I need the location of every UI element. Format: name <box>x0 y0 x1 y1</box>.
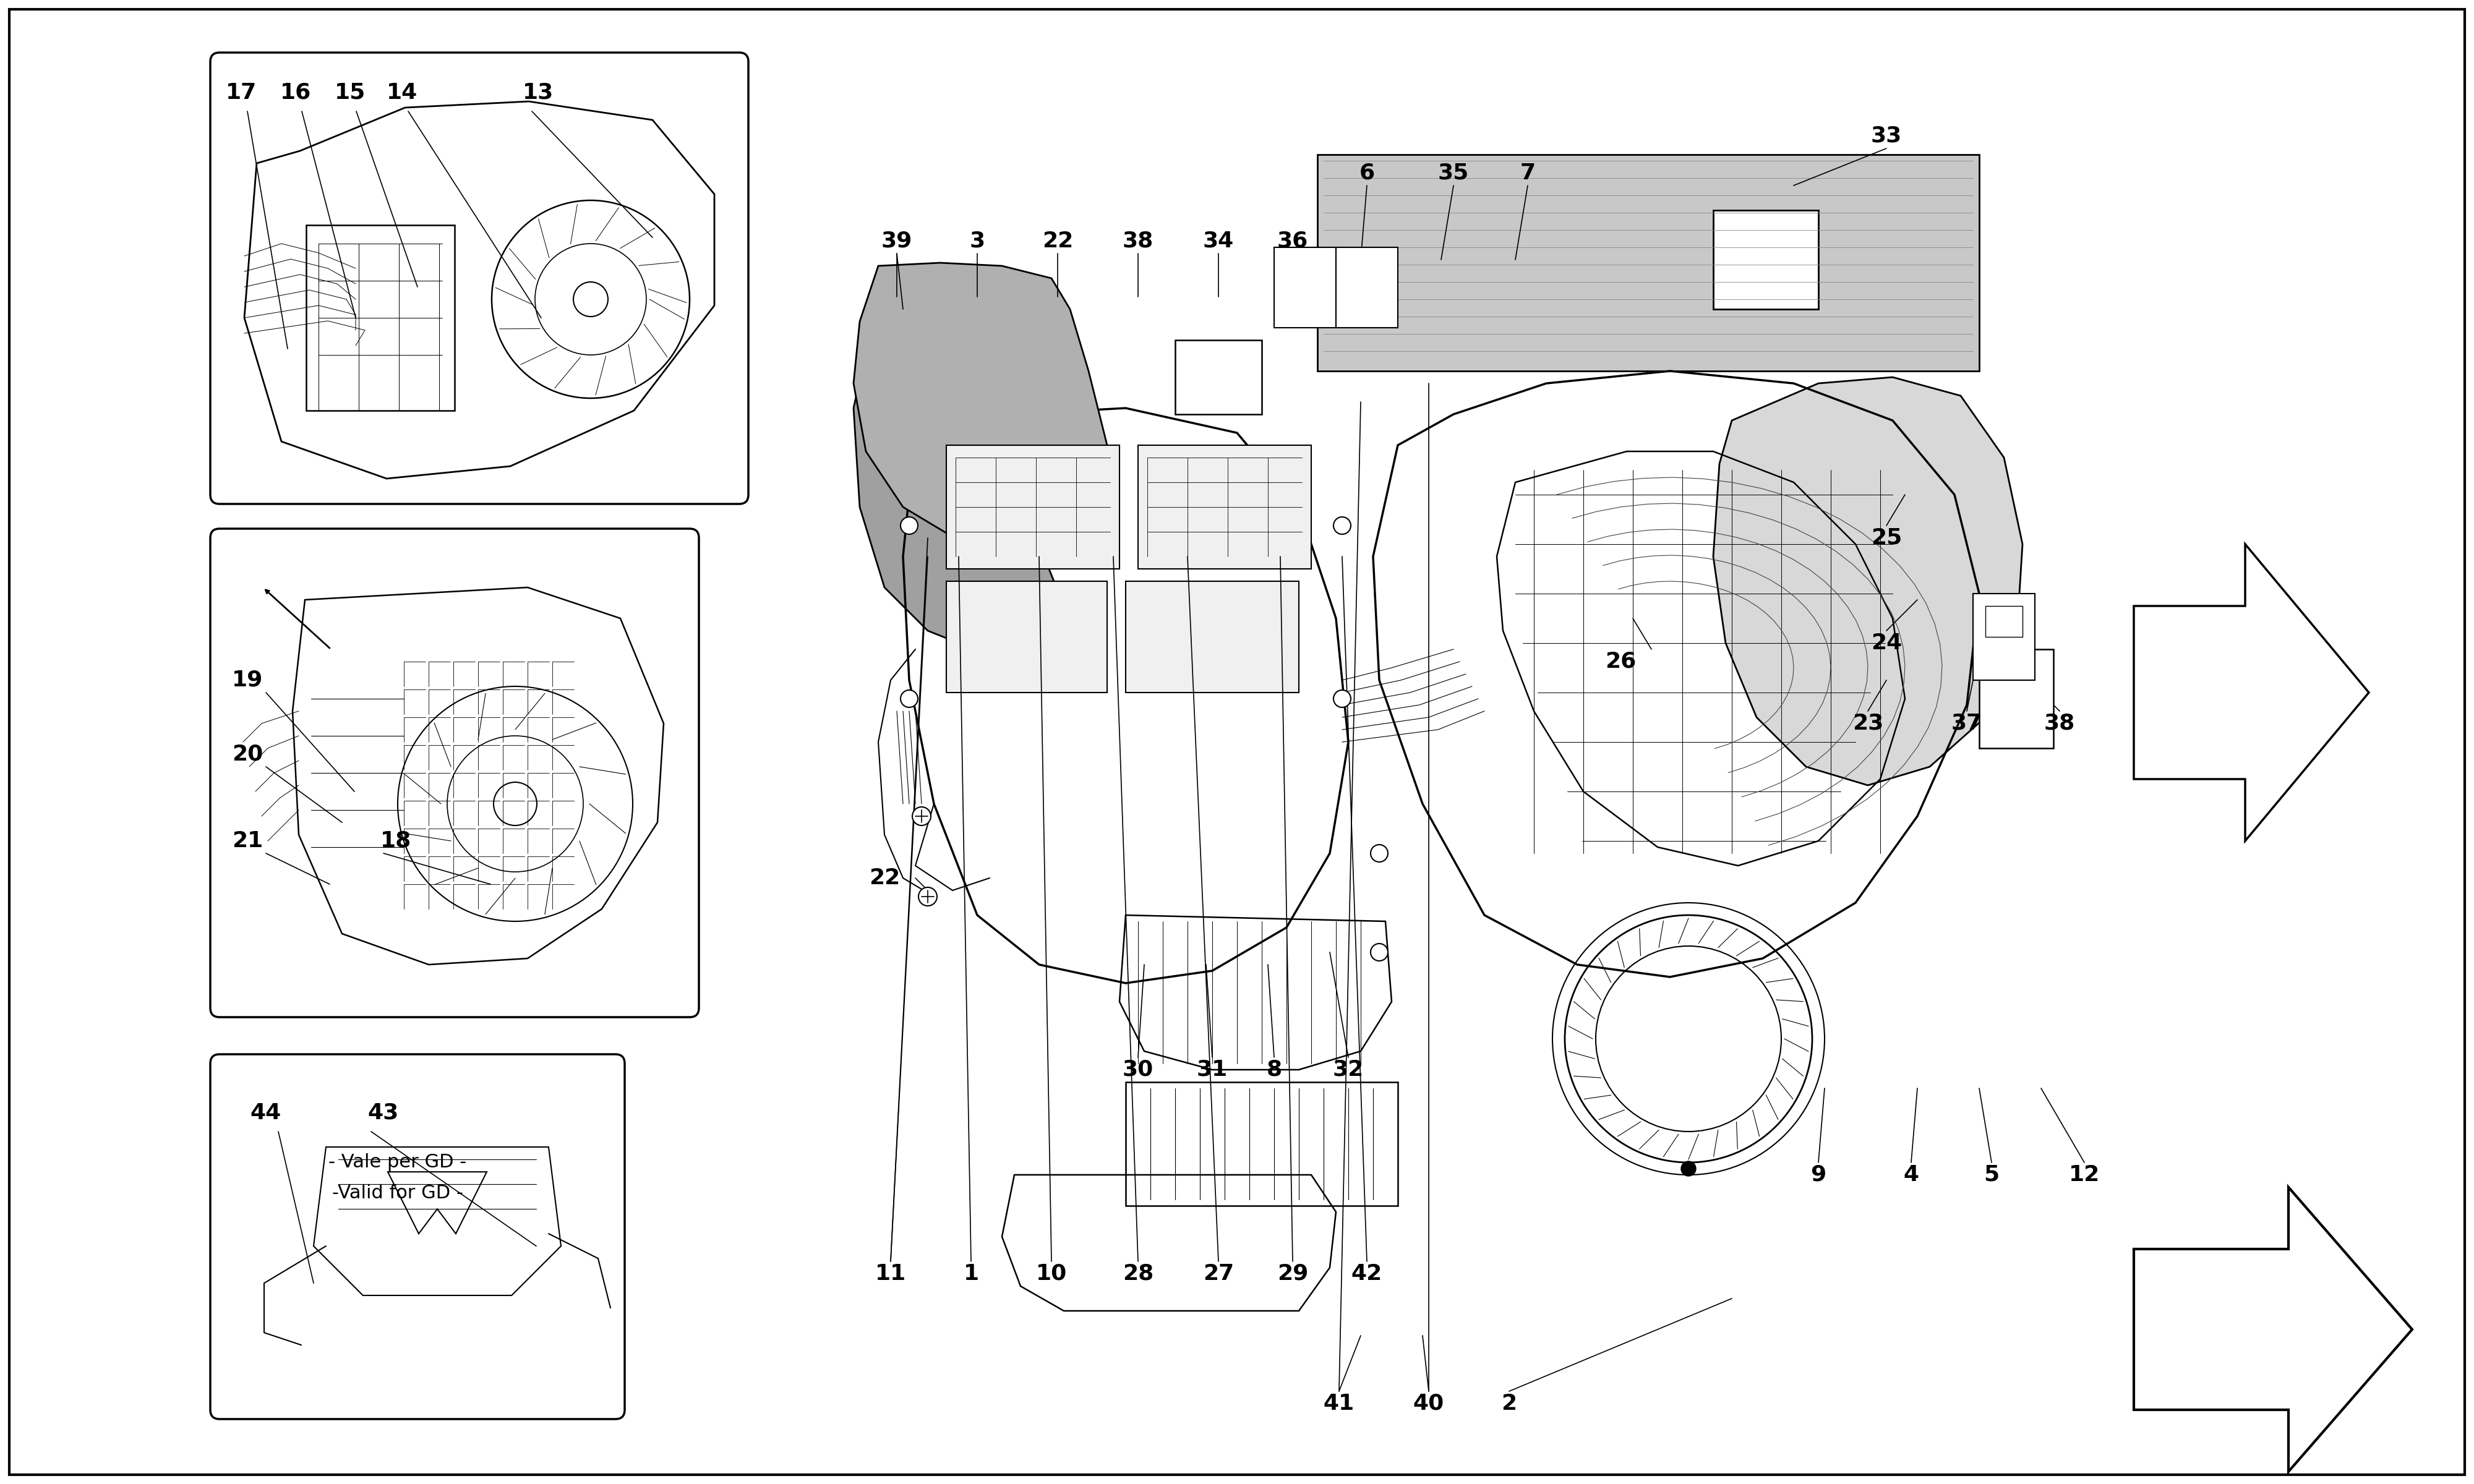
Text: 10: 10 <box>1037 1263 1066 1284</box>
Bar <box>1979 650 2053 748</box>
Text: 44: 44 <box>250 1103 282 1123</box>
Text: 42: 42 <box>1351 1263 1383 1284</box>
Text: 1: 1 <box>962 1263 980 1284</box>
Text: 8: 8 <box>1267 1060 1282 1080</box>
Bar <box>1712 211 1818 309</box>
Text: 15: 15 <box>334 82 366 104</box>
Text: 28: 28 <box>1123 1263 1153 1284</box>
Text: 12: 12 <box>2068 1165 2100 1186</box>
Text: 22: 22 <box>868 868 901 889</box>
Circle shape <box>1333 690 1351 708</box>
Text: 22: 22 <box>1042 230 1074 252</box>
Text: 36: 36 <box>1277 230 1309 252</box>
Text: 7: 7 <box>1519 163 1536 184</box>
Text: 30: 30 <box>1123 1060 1153 1080</box>
Circle shape <box>1371 844 1388 862</box>
Circle shape <box>918 887 938 905</box>
Circle shape <box>1371 944 1388 962</box>
Text: 40: 40 <box>1413 1393 1445 1414</box>
Text: 35: 35 <box>1437 163 1470 184</box>
Text: 19: 19 <box>233 669 262 690</box>
Text: 14: 14 <box>386 82 418 104</box>
Polygon shape <box>2133 1187 2412 1472</box>
Bar <box>1274 248 1336 328</box>
Circle shape <box>574 282 609 316</box>
Polygon shape <box>1316 154 1979 371</box>
Bar <box>1126 1082 1398 1205</box>
Text: 31: 31 <box>1197 1060 1227 1080</box>
FancyBboxPatch shape <box>210 1054 623 1419</box>
Text: 5: 5 <box>1984 1165 1999 1186</box>
Text: 20: 20 <box>233 743 262 764</box>
Text: 16: 16 <box>280 82 312 104</box>
Bar <box>1126 582 1299 693</box>
Circle shape <box>901 516 918 534</box>
Text: 43: 43 <box>369 1103 398 1123</box>
Text: 2: 2 <box>1502 1393 1517 1414</box>
Circle shape <box>1682 1160 1697 1175</box>
Text: 6: 6 <box>1358 163 1376 184</box>
FancyBboxPatch shape <box>210 528 700 1017</box>
Text: 29: 29 <box>1277 1263 1309 1284</box>
Circle shape <box>901 690 918 708</box>
Bar <box>1175 340 1262 414</box>
Polygon shape <box>1712 377 2024 785</box>
Circle shape <box>1333 516 1351 534</box>
FancyBboxPatch shape <box>210 52 747 505</box>
Text: 26: 26 <box>1606 651 1635 672</box>
Bar <box>945 445 1118 568</box>
Text: 38: 38 <box>1123 230 1153 252</box>
Text: 18: 18 <box>381 831 411 852</box>
Text: 38: 38 <box>2044 712 2076 735</box>
Bar <box>1138 445 1311 568</box>
Text: 32: 32 <box>1333 1060 1363 1080</box>
Bar <box>945 582 1108 693</box>
Text: 9: 9 <box>1811 1165 1826 1186</box>
Text: 39: 39 <box>881 230 913 252</box>
Text: 27: 27 <box>1202 1263 1235 1284</box>
Bar <box>1336 248 1398 328</box>
Text: 17: 17 <box>225 82 257 104</box>
Text: -Valid for GD -: -Valid for GD - <box>332 1184 463 1202</box>
Text: 21: 21 <box>233 831 262 852</box>
Text: 41: 41 <box>1324 1393 1356 1414</box>
Text: 3: 3 <box>970 230 985 252</box>
Bar <box>1984 605 2024 637</box>
Bar <box>1974 594 2034 680</box>
Bar <box>307 226 455 411</box>
Circle shape <box>913 807 930 825</box>
Text: 24: 24 <box>1870 632 1903 653</box>
Text: 4: 4 <box>1903 1165 1920 1186</box>
Text: 37: 37 <box>1952 712 1982 735</box>
Polygon shape <box>2133 545 2370 841</box>
Text: 34: 34 <box>1202 230 1235 252</box>
Text: 25: 25 <box>1870 527 1903 549</box>
Text: 11: 11 <box>876 1263 905 1284</box>
Text: 13: 13 <box>522 82 554 104</box>
Polygon shape <box>854 263 1108 556</box>
Text: 23: 23 <box>1853 712 1883 735</box>
Polygon shape <box>854 291 1064 656</box>
Text: 33: 33 <box>1870 126 1903 147</box>
Text: - Vale per GD -: - Vale per GD - <box>329 1153 468 1171</box>
